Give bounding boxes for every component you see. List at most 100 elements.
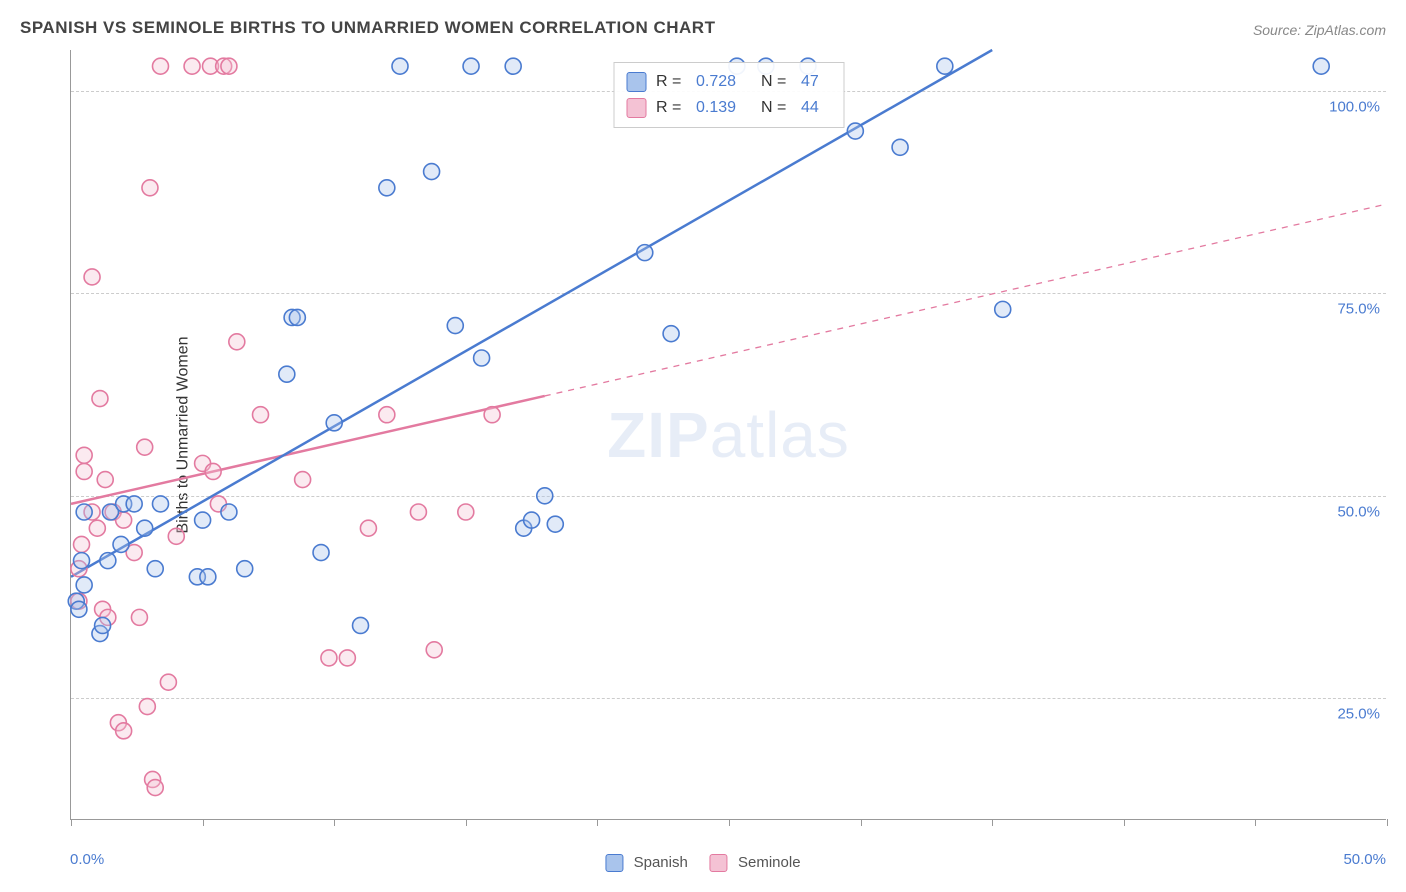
data-point-spanish — [289, 309, 305, 325]
plot-area: Births to Unmarried Women ZIPatlas 25.0%… — [70, 50, 1386, 820]
data-point-seminole — [76, 463, 92, 479]
x-tick — [203, 819, 204, 826]
data-point-spanish — [326, 415, 342, 431]
data-point-seminole — [410, 504, 426, 520]
data-point-spanish — [71, 601, 87, 617]
scatter-svg — [71, 50, 1386, 819]
data-point-seminole — [97, 472, 113, 488]
data-point-spanish — [200, 569, 216, 585]
data-point-spanish — [113, 536, 129, 552]
data-point-spanish — [379, 180, 395, 196]
data-point-spanish — [637, 245, 653, 261]
data-point-spanish — [547, 516, 563, 532]
data-point-seminole — [426, 642, 442, 658]
data-point-spanish — [76, 504, 92, 520]
legend-row-seminole: R = 0.139 N = 44 — [626, 95, 831, 121]
data-point-spanish — [279, 366, 295, 382]
x-tick — [729, 819, 730, 826]
data-point-seminole — [137, 439, 153, 455]
x-tick — [1255, 819, 1256, 826]
data-point-spanish — [537, 488, 553, 504]
data-point-spanish — [152, 496, 168, 512]
data-point-seminole — [168, 528, 184, 544]
data-point-seminole — [92, 391, 108, 407]
data-point-seminole — [295, 472, 311, 488]
legend-label-seminole: Seminole — [738, 854, 801, 871]
data-point-seminole — [458, 504, 474, 520]
data-point-spanish — [392, 58, 408, 74]
data-point-seminole — [147, 780, 163, 796]
x-axis-min-label: 0.0% — [70, 851, 104, 868]
data-point-spanish — [221, 504, 237, 520]
data-point-seminole — [379, 407, 395, 423]
x-axis-max-label: 50.0% — [1343, 851, 1386, 868]
data-point-spanish — [505, 58, 521, 74]
x-tick — [992, 819, 993, 826]
data-point-spanish — [353, 617, 369, 633]
x-tick — [861, 819, 862, 826]
data-point-seminole — [160, 674, 176, 690]
data-point-spanish — [74, 553, 90, 569]
data-point-seminole — [89, 520, 105, 536]
data-point-seminole — [253, 407, 269, 423]
data-point-spanish — [137, 520, 153, 536]
data-point-spanish — [424, 164, 440, 180]
data-point-spanish — [474, 350, 490, 366]
x-tick — [1387, 819, 1388, 826]
correlation-legend: R = 0.728 N = 47 R = 0.139 N = 44 — [613, 62, 844, 128]
data-point-spanish — [126, 496, 142, 512]
data-point-seminole — [339, 650, 355, 666]
data-point-spanish — [237, 561, 253, 577]
swatch-spanish-bottom — [605, 854, 623, 872]
n-value-spanish: 47 — [801, 73, 831, 91]
x-tick — [466, 819, 467, 826]
legend-item-seminole: Seminole — [710, 854, 801, 872]
data-point-seminole — [221, 58, 237, 74]
data-point-spanish — [195, 512, 211, 528]
data-point-seminole — [142, 180, 158, 196]
data-point-spanish — [524, 512, 540, 528]
legend-row-spanish: R = 0.728 N = 47 — [626, 69, 831, 95]
data-point-spanish — [995, 301, 1011, 317]
data-point-seminole — [116, 723, 132, 739]
data-point-seminole — [84, 269, 100, 285]
swatch-seminole-bottom — [710, 854, 728, 872]
data-point-seminole — [360, 520, 376, 536]
data-point-spanish — [76, 577, 92, 593]
chart-title: SPANISH VS SEMINOLE BIRTHS TO UNMARRIED … — [20, 18, 715, 38]
n-value-seminole: 44 — [801, 99, 831, 117]
r-value-spanish: 0.728 — [696, 73, 751, 91]
legend-item-spanish: Spanish — [605, 854, 687, 872]
data-point-spanish — [847, 123, 863, 139]
data-point-seminole — [229, 334, 245, 350]
data-point-seminole — [152, 58, 168, 74]
x-tick — [597, 819, 598, 826]
data-point-spanish — [663, 326, 679, 342]
data-point-spanish — [1313, 58, 1329, 74]
data-point-seminole — [484, 407, 500, 423]
x-tick — [71, 819, 72, 826]
data-point-spanish — [892, 139, 908, 155]
data-point-seminole — [321, 650, 337, 666]
swatch-seminole — [626, 98, 646, 118]
x-tick — [1124, 819, 1125, 826]
data-point-spanish — [147, 561, 163, 577]
r-value-seminole: 0.139 — [696, 99, 751, 117]
data-point-seminole — [74, 536, 90, 552]
data-point-spanish — [937, 58, 953, 74]
data-point-spanish — [95, 617, 111, 633]
data-point-spanish — [463, 58, 479, 74]
data-point-seminole — [139, 699, 155, 715]
x-tick — [334, 819, 335, 826]
data-point-spanish — [447, 318, 463, 334]
source-label: Source: ZipAtlas.com — [1253, 22, 1386, 38]
data-point-seminole — [131, 609, 147, 625]
data-point-spanish — [313, 545, 329, 561]
swatch-spanish — [626, 72, 646, 92]
legend-label-spanish: Spanish — [634, 854, 688, 871]
data-point-seminole — [205, 463, 221, 479]
bottom-legend: Spanish Seminole — [605, 854, 800, 872]
data-point-seminole — [76, 447, 92, 463]
data-point-seminole — [184, 58, 200, 74]
data-point-spanish — [100, 553, 116, 569]
